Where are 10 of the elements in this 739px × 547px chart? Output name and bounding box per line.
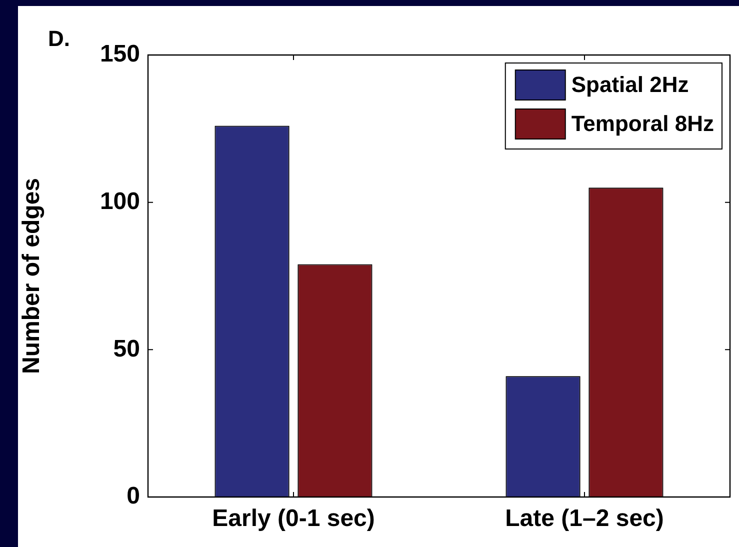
legend-label: Temporal 8Hz	[571, 111, 714, 136]
y-tick-label: 50	[113, 335, 140, 362]
y-tick-label: 0	[126, 482, 140, 510]
y-axis-title: Number of edges	[18, 178, 46, 374]
y-tick-label: 100	[100, 188, 140, 215]
text: D.	[48, 26, 70, 52]
legend-label: Spatial 2Hz	[571, 72, 689, 98]
y-tick-label: 150	[100, 40, 140, 68]
x-tick-label: Late (1–2 sec)	[505, 505, 664, 532]
x-tick-label: Early (0-1 sec)	[212, 505, 375, 532]
